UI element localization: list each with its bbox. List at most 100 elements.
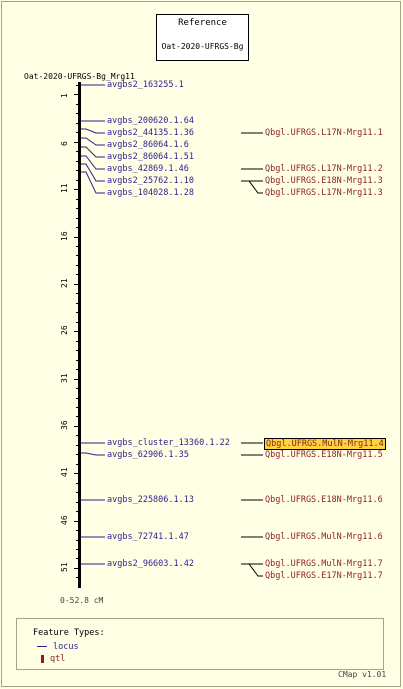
locus-label[interactable]: avgbs2_86064.1.51 — [107, 152, 194, 162]
axis-minor-tick — [76, 483, 78, 484]
axis-major-tick — [74, 94, 78, 95]
locus-label[interactable]: avgbs2_163255.1 — [107, 80, 184, 90]
axis-minor-tick — [76, 398, 78, 399]
qtl-label[interactable]: Qbgl.UFRGS.L17N-Mrg11.2 — [265, 164, 383, 174]
axis-minor-tick — [76, 350, 78, 351]
qtl-connector — [241, 563, 263, 577]
axis-minor-tick — [76, 558, 78, 559]
locus-label[interactable]: avgbs2_86064.1.6 — [107, 140, 189, 150]
reference-map-name[interactable]: Oat-2020-UFRGS-Bg — [161, 42, 244, 51]
legend-qtl-row: qtl — [41, 654, 65, 664]
axis-major-tick — [74, 142, 78, 143]
qtl-label[interactable]: Qbgl.UFRGS.L17N-Mrg11.1 — [265, 128, 383, 138]
axis-minor-tick — [76, 464, 78, 465]
locus-label[interactable]: avgbs_225806.1.13 — [107, 495, 194, 505]
axis-minor-tick — [76, 312, 78, 313]
qtl-label[interactable]: Qbgl.UFRGS.L17N-Mrg11.3 — [265, 188, 383, 198]
locus-label[interactable]: avgbs_104028.1.28 — [107, 188, 194, 198]
axis-minor-tick — [76, 303, 78, 304]
locus-connector — [81, 146, 105, 158]
axis-minor-tick — [76, 502, 78, 503]
axis-minor-tick — [76, 123, 78, 124]
axis-major-tick — [74, 284, 78, 285]
locus-connector — [81, 155, 105, 170]
locus-label[interactable]: avgbs2_44135.1.36 — [107, 128, 194, 138]
axis-minor-tick — [76, 132, 78, 133]
locus-label[interactable]: avgbs_200620.1.64 — [107, 116, 194, 126]
axis-minor-tick — [76, 161, 78, 162]
axis-major-tick — [74, 473, 78, 474]
axis-major-tick — [74, 426, 78, 427]
axis-minor-tick — [76, 227, 78, 228]
axis-minor-tick — [76, 180, 78, 181]
axis-minor-tick — [76, 435, 78, 436]
axis-minor-tick — [76, 360, 78, 361]
locus-label[interactable]: avgbs2_25762.1.10 — [107, 176, 194, 186]
axis-minor-tick — [76, 454, 78, 455]
axis-minor-tick — [76, 151, 78, 152]
qtl-bar-icon — [41, 654, 44, 663]
axis-minor-tick — [76, 293, 78, 294]
qtl-connector — [241, 180, 263, 194]
qtl-label-highlighted[interactable]: Qbgl.UFRGS.MulN-Mrg11.4 — [264, 438, 386, 450]
map-range-label: 0-52.8 cM — [60, 596, 104, 605]
axis-major-tick — [74, 331, 78, 332]
axis-minor-tick — [76, 445, 78, 446]
qtl-label[interactable]: Qbgl.UFRGS.MulN-Mrg11.7 — [265, 559, 383, 569]
locus-label[interactable]: avgbs_72741.1.47 — [107, 532, 189, 542]
locus-label[interactable]: avgbs2_96603.1.42 — [107, 559, 194, 569]
legend-qtl-label: qtl — [50, 654, 66, 664]
locus-label[interactable]: avgbs_cluster_13360.1.22 — [107, 438, 230, 448]
axis-minor-tick — [76, 388, 78, 389]
locus-line-icon — [37, 646, 47, 647]
axis-major-tick — [74, 379, 78, 380]
locus-connector — [81, 452, 105, 456]
axis-major-tick — [74, 237, 78, 238]
locus-label[interactable]: avgbs_62906.1.35 — [107, 450, 189, 460]
axis-minor-tick — [76, 104, 78, 105]
qtl-label[interactable]: Qbgl.UFRGS.E18N-Mrg11.6 — [265, 495, 383, 505]
map-title[interactable]: Oat-2020-UFRGS-Bg_Mrg11 — [24, 72, 135, 81]
axis-minor-tick — [76, 170, 78, 171]
axis-minor-tick — [76, 369, 78, 370]
axis-minor-tick — [76, 407, 78, 408]
axis-minor-tick — [76, 85, 78, 86]
axis-minor-tick — [76, 530, 78, 531]
axis-minor-tick — [76, 540, 78, 541]
axis-minor-tick — [76, 492, 78, 493]
qtl-label[interactable]: Qbgl.UFRGS.E18N-Mrg11.3 — [265, 176, 383, 186]
axis-minor-tick — [76, 113, 78, 114]
axis-minor-tick — [76, 255, 78, 256]
axis-minor-tick — [76, 511, 78, 512]
qtl-label[interactable]: Qbgl.UFRGS.E17N-Mrg11.7 — [265, 571, 383, 581]
axis-minor-tick — [76, 416, 78, 417]
axis-minor-tick — [76, 341, 78, 342]
reference-box[interactable]: Reference Oat-2020-UFRGS-Bg — [156, 14, 249, 61]
legend-locus-label: locus — [53, 642, 79, 652]
reference-heading: Reference — [178, 18, 227, 28]
axis-minor-tick — [76, 577, 78, 578]
axis-minor-tick — [76, 549, 78, 550]
legend-title: Feature Types: — [33, 628, 105, 638]
locus-label[interactable]: avgbs_42869.1.46 — [107, 164, 189, 174]
axis-major-tick — [74, 189, 78, 190]
axis-minor-tick — [76, 265, 78, 266]
axis-minor-tick — [76, 218, 78, 219]
version-label: CMap v1.01 — [338, 670, 387, 679]
locus-connector — [81, 137, 105, 146]
axis-minor-tick — [76, 322, 78, 323]
axis-minor-tick — [76, 208, 78, 209]
chromosome-axis[interactable] — [78, 82, 81, 588]
locus-connector — [81, 163, 105, 182]
axis-major-tick — [74, 568, 78, 569]
legend-locus-row: locus — [37, 642, 79, 652]
axis-major-tick — [74, 521, 78, 522]
qtl-label[interactable]: Qbgl.UFRGS.E18N-Mrg11.5 — [265, 450, 383, 460]
locus-connector — [81, 171, 105, 194]
axis-minor-tick — [76, 199, 78, 200]
qtl-label[interactable]: Qbgl.UFRGS.MulN-Mrg11.6 — [265, 532, 383, 542]
axis-minor-tick — [76, 246, 78, 247]
legend: Feature Types: locus qtl — [16, 618, 384, 670]
